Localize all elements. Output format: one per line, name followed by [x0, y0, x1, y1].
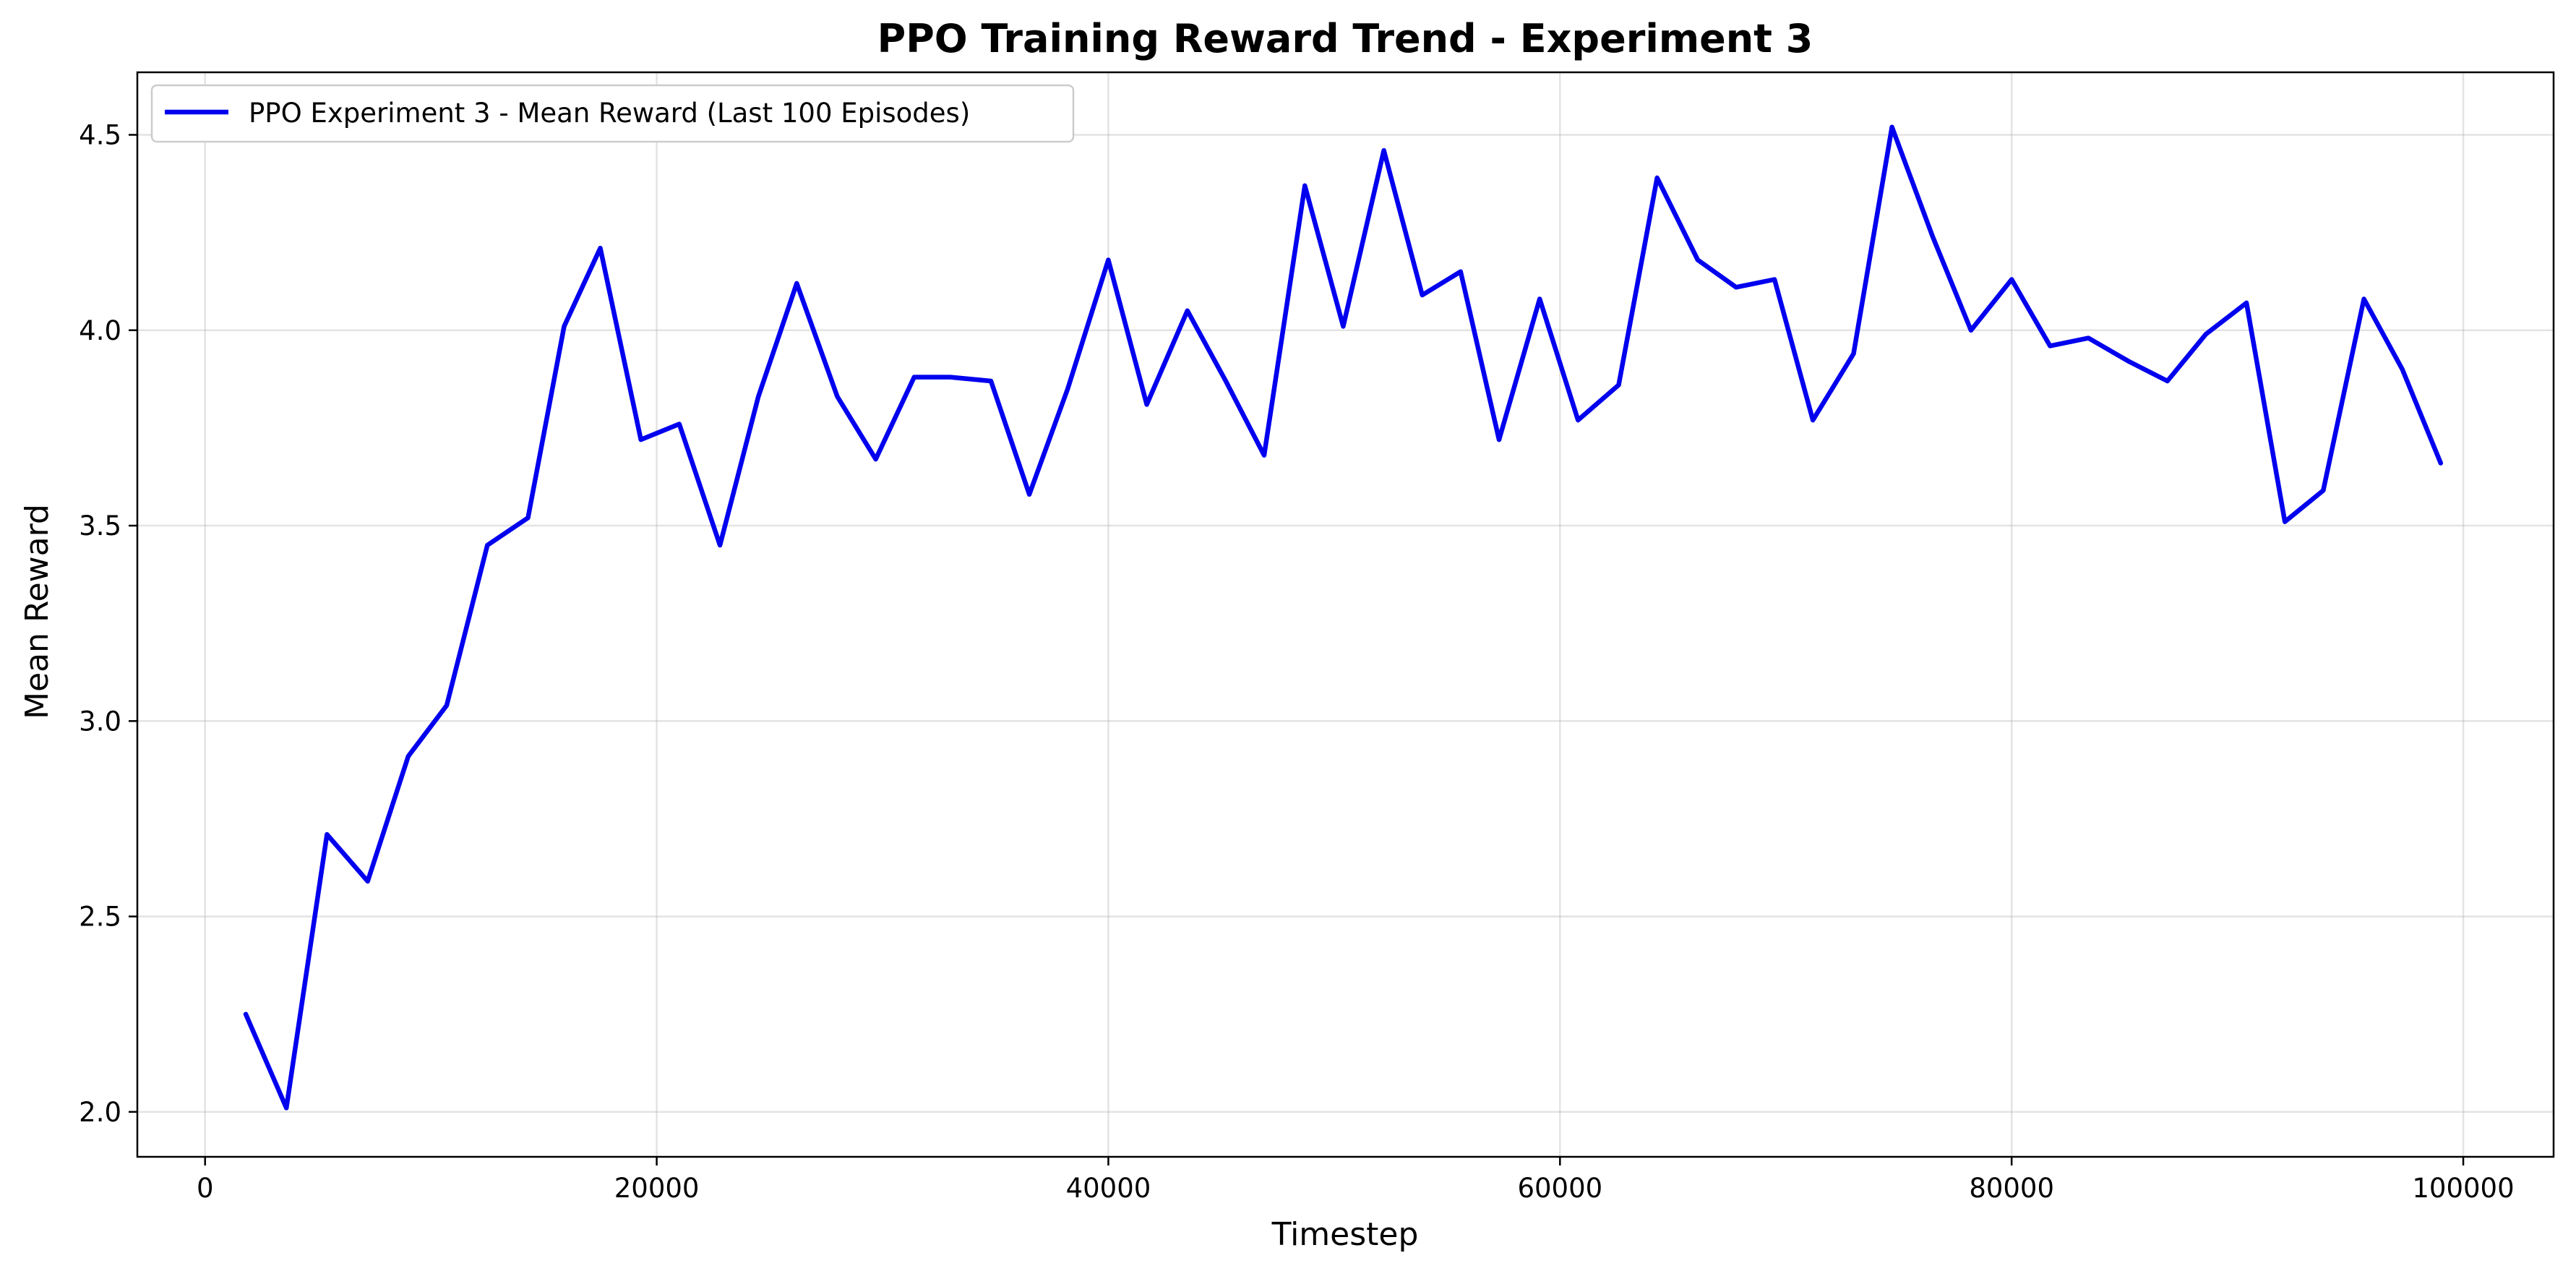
legend: PPO Experiment 3 - Mean Reward (Last 100… — [150, 84, 1075, 143]
series-line — [243, 124, 2444, 1111]
x-tick-label: 20000 — [614, 1173, 700, 1204]
x-axis-label: Timestep — [1271, 1216, 1419, 1253]
y-tick-label: 2.0 — [79, 1097, 121, 1128]
y-tick-label: 3.0 — [79, 706, 121, 737]
axis-ticks: 0 20000 40000 60000 80000 100000 2.0 2.5 3.0 3.5 4… — [79, 119, 2514, 1204]
y-axis-label: Mean Reward — [19, 504, 56, 719]
legend-label: PPO Experiment 3 - Mean Reward (Last 100… — [249, 98, 970, 129]
x-tick-label: 40000 — [1066, 1173, 1151, 1204]
chart-title: PPO Training Reward Trend - Experiment 3 — [877, 16, 1813, 61]
y-tick-label: 4.0 — [79, 315, 121, 346]
legend-box — [150, 84, 1075, 143]
y-tick-label: 2.5 — [79, 902, 121, 933]
y-tick-label: 3.5 — [79, 510, 121, 542]
x-tick-label: 0 — [197, 1173, 214, 1204]
y-tick-label: 4.5 — [79, 119, 121, 150]
x-tick-label: 100000 — [2412, 1173, 2514, 1204]
grid-lines — [137, 72, 2554, 1157]
plot-frame — [136, 71, 2555, 1158]
series-layer — [243, 124, 2444, 1111]
x-tick-label: 60000 — [1517, 1173, 1602, 1204]
x-tick-label: 80000 — [1969, 1173, 2054, 1204]
